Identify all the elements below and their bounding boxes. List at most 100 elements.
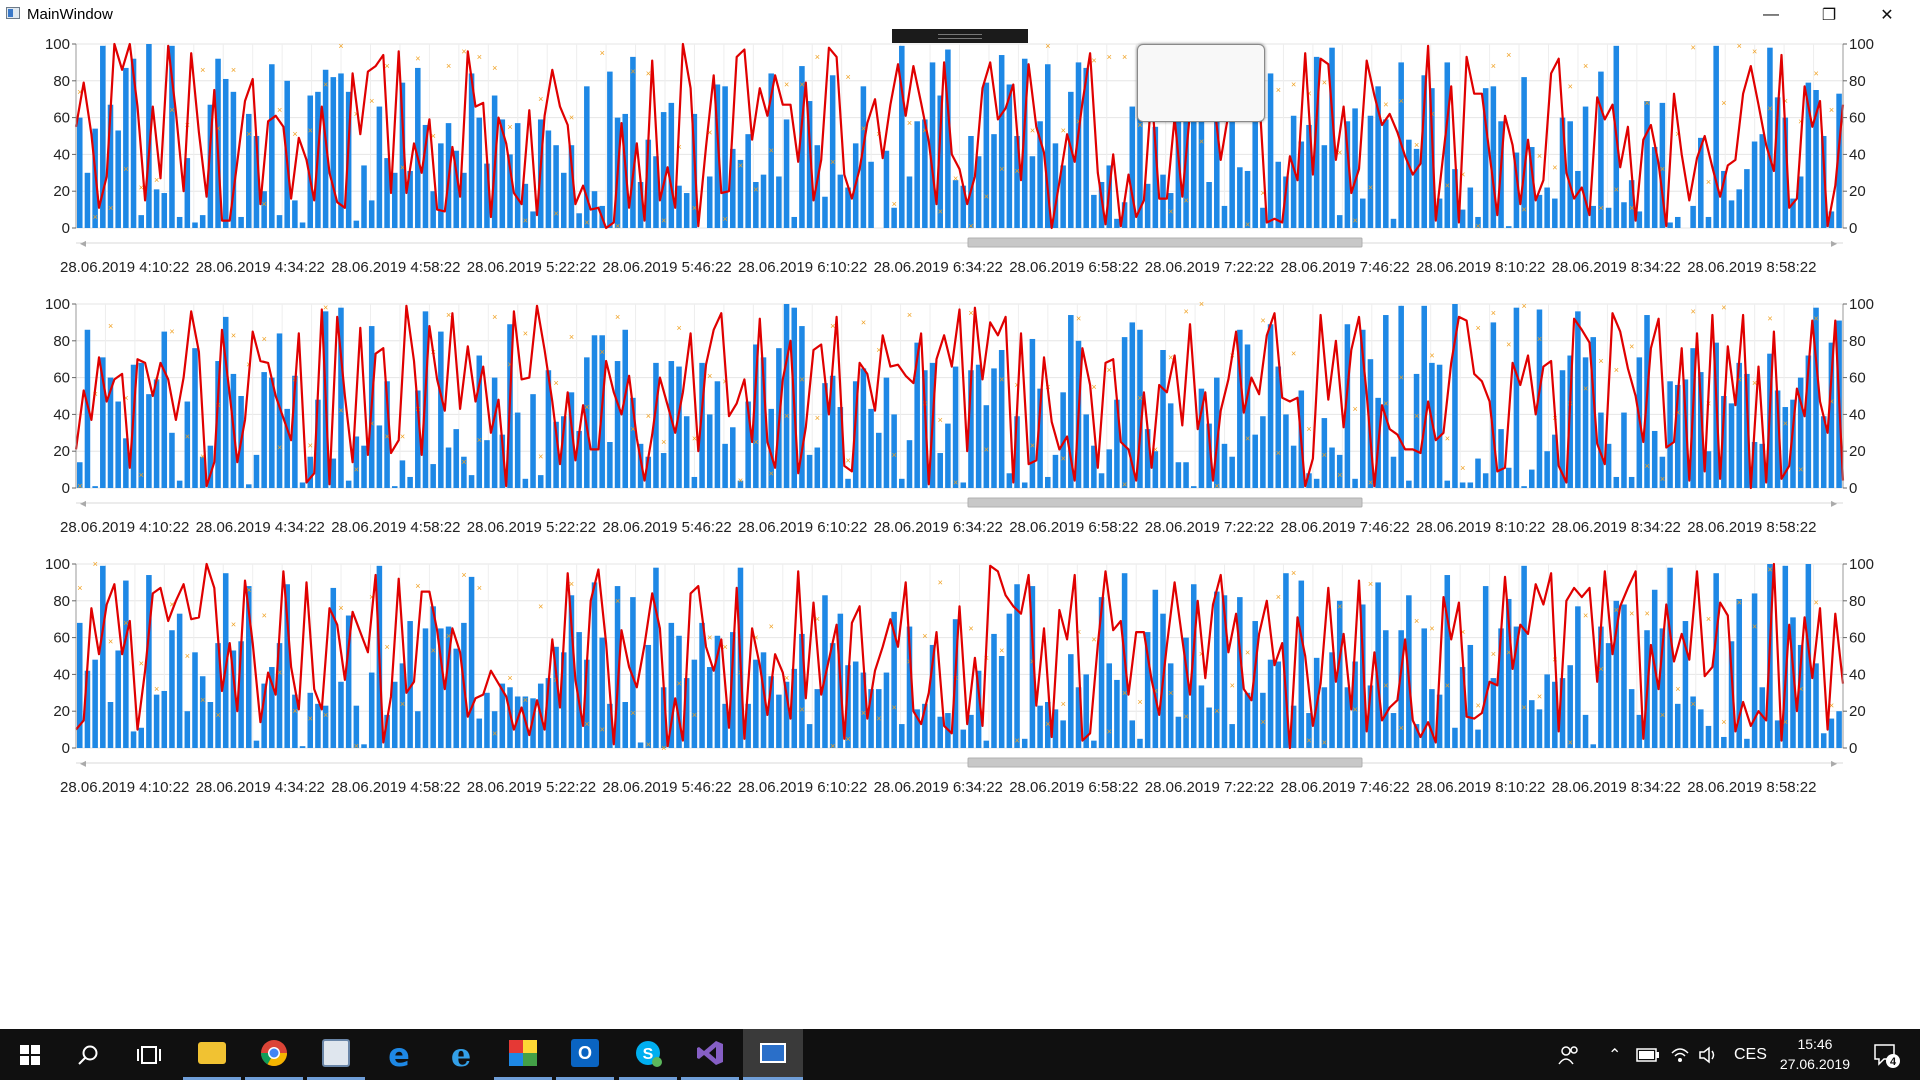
- taskbar-clock[interactable]: 15:46 27.06.2019: [1780, 1034, 1850, 1074]
- scatter-point: ×: [400, 162, 405, 172]
- bar: [1759, 687, 1766, 748]
- bar: [1190, 584, 1197, 748]
- horizontal-scrollbar[interactable]: ◂ ▸: [76, 756, 1843, 770]
- windows-start-icon[interactable]: [1, 1029, 59, 1080]
- bar: [176, 613, 183, 748]
- y-tick-label-right: 60: [1849, 110, 1866, 127]
- bar: [1098, 473, 1105, 488]
- scatter-point: ×: [1737, 41, 1742, 51]
- scatter-point: ×: [262, 334, 267, 344]
- edge-icon[interactable]: e: [388, 1035, 410, 1074]
- scrollbar-thumb[interactable]: [967, 757, 1363, 768]
- scrollbar-thumb[interactable]: [967, 497, 1363, 508]
- bar: [1298, 141, 1305, 228]
- bar: [1498, 429, 1504, 488]
- scatter-point: ×: [1506, 50, 1511, 60]
- chevron-up-icon[interactable]: ⌃: [1608, 1046, 1622, 1064]
- bar: [345, 615, 352, 748]
- bar: [338, 73, 344, 228]
- horizontal-scrollbar[interactable]: ◂ ▸: [76, 496, 1843, 510]
- photo-app-icon[interactable]: [494, 1029, 552, 1080]
- bar: [1529, 469, 1535, 488]
- chrome-icon[interactable]: [245, 1029, 303, 1080]
- visual-studio-icon[interactable]: [681, 1029, 739, 1080]
- store-icon[interactable]: [307, 1029, 365, 1080]
- battery-icon[interactable]: [1636, 1029, 1660, 1080]
- scatter-point: ×: [1383, 100, 1388, 110]
- y-tick-label-right: 100: [1849, 36, 1874, 53]
- bar: [630, 56, 636, 228]
- bar: [975, 156, 982, 228]
- bar: [1021, 738, 1028, 748]
- scatter-point: ×: [1214, 706, 1219, 716]
- bar: [1644, 101, 1650, 228]
- file-explorer-icon[interactable]: [183, 1029, 241, 1080]
- bar: [1344, 121, 1351, 228]
- scrollbar-thumb[interactable]: [967, 237, 1363, 248]
- popup-window[interactable]: [1137, 44, 1265, 122]
- x-tick-label: 28.06.2019 6:10:22: [738, 259, 868, 276]
- y-tick-label-right: 40: [1849, 406, 1866, 423]
- scatter-point: ×: [461, 46, 466, 56]
- scatter-point: ×: [569, 332, 574, 342]
- mainwindow-app-icon[interactable]: [743, 1029, 803, 1080]
- language-indicator[interactable]: CES: [1734, 1045, 1767, 1063]
- bar: [1805, 564, 1812, 748]
- bar: [1175, 462, 1182, 488]
- bar: [1582, 714, 1589, 748]
- scatter-point: ×: [600, 347, 605, 357]
- restore-button[interactable]: ❐: [1821, 7, 1837, 24]
- wifi-icon[interactable]: [1670, 1029, 1690, 1080]
- title-bar[interactable]: MainWindow — ❐ ✕: [0, 0, 1920, 30]
- scatter-point: ×: [784, 79, 789, 89]
- bar: [491, 711, 498, 748]
- bar: [1790, 198, 1796, 228]
- bar: [107, 104, 114, 228]
- minimize-button[interactable]: —: [1763, 6, 1779, 23]
- scatter-point: ×: [1629, 203, 1634, 213]
- bar: [745, 703, 751, 748]
- drag-handle[interactable]: [892, 29, 1028, 43]
- scatter-point: ×: [507, 122, 512, 132]
- scatter-point: ×: [1598, 664, 1603, 674]
- scatter-point: ×: [1644, 98, 1649, 108]
- bar: [1014, 416, 1020, 488]
- bar: [1014, 136, 1020, 228]
- bar: [1313, 478, 1320, 488]
- scatter-point: ×: [753, 437, 758, 447]
- people-icon[interactable]: [1558, 1029, 1580, 1080]
- bar: [1206, 423, 1212, 488]
- horizontal-scrollbar[interactable]: ◂ ▸: [76, 236, 1843, 250]
- bar: [507, 154, 513, 228]
- bar: [1744, 373, 1750, 488]
- scatter-point: ×: [676, 679, 681, 689]
- scatter-point: ×: [139, 658, 144, 668]
- outlook-icon[interactable]: O: [556, 1029, 614, 1080]
- task-view-icon[interactable]: [120, 1029, 178, 1080]
- scatter-point: ×: [692, 203, 697, 213]
- skype-icon[interactable]: S: [619, 1029, 677, 1080]
- bar: [391, 172, 398, 228]
- search-icon[interactable]: [59, 1029, 117, 1080]
- scatter-point: ×: [338, 41, 343, 51]
- notification-center-icon[interactable]: 4: [1872, 1029, 1900, 1080]
- volume-icon[interactable]: [1698, 1029, 1720, 1080]
- bar: [945, 423, 951, 488]
- internet-explorer-icon[interactable]: e: [450, 1035, 472, 1074]
- bar: [929, 62, 936, 229]
- bar: [607, 442, 613, 488]
- bar: [322, 705, 329, 748]
- close-button[interactable]: ✕: [1880, 7, 1894, 24]
- bar: [1129, 322, 1136, 488]
- bar: [514, 123, 521, 228]
- y-tick-label-right: 20: [1849, 703, 1866, 720]
- bar: [1313, 56, 1320, 228]
- bar: [1797, 644, 1804, 748]
- bar: [545, 370, 552, 488]
- scatter-point: ×: [1506, 647, 1511, 657]
- scatter-point: ×: [1414, 411, 1419, 421]
- scatter-point: ×: [892, 199, 897, 209]
- scatter-point: ×: [646, 68, 651, 78]
- bar: [706, 176, 713, 228]
- scatter-point: ×: [784, 673, 789, 683]
